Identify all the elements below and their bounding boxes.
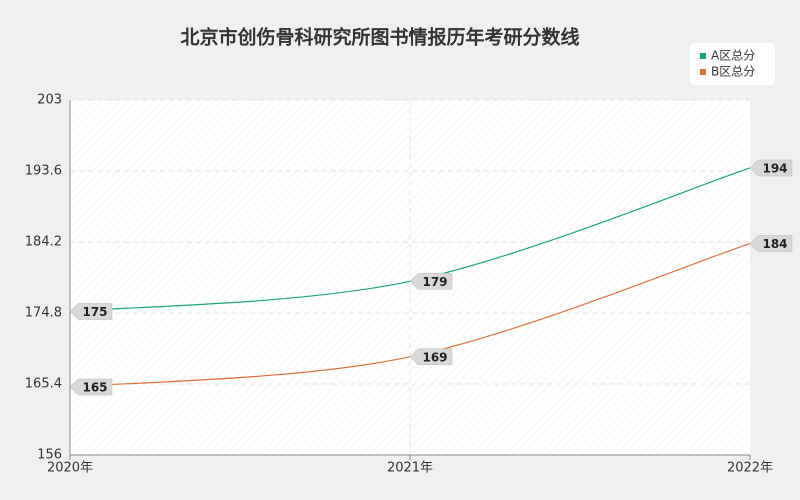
value-label: 179 bbox=[422, 275, 447, 289]
value-label: 165 bbox=[82, 381, 107, 395]
value-label-box bbox=[749, 159, 793, 177]
y-tick-label: 193.6 bbox=[25, 164, 62, 179]
y-tick-label: 203 bbox=[37, 93, 62, 108]
value-label-box bbox=[749, 235, 793, 252]
legend-swatch bbox=[700, 69, 706, 75]
x-tick-label: 2021年 bbox=[387, 461, 433, 476]
value-label: 175 bbox=[82, 305, 107, 319]
legend-swatch bbox=[700, 53, 706, 59]
y-tick-label: 184.2 bbox=[25, 235, 62, 250]
value-label: 169 bbox=[422, 350, 447, 364]
value-label: 194 bbox=[762, 161, 787, 175]
plot-area bbox=[70, 100, 750, 455]
y-tick-label: 174.8 bbox=[25, 306, 62, 321]
y-tick-label: 165.4 bbox=[25, 377, 62, 392]
legend bbox=[690, 43, 775, 85]
value-label: 184 bbox=[762, 237, 787, 251]
legend-label: B区总分 bbox=[711, 65, 755, 79]
legend-label: A区总分 bbox=[711, 49, 755, 63]
value-label-box bbox=[409, 348, 453, 366]
value-label-box bbox=[409, 273, 453, 290]
value-label-box bbox=[69, 303, 113, 320]
value-label-box bbox=[69, 378, 113, 396]
x-tick-label: 2020年 bbox=[47, 461, 93, 476]
x-tick-label: 2022年 bbox=[727, 461, 773, 476]
chart-title: 北京市创伤骨科研究所图书情报历年考研分数线 bbox=[180, 26, 579, 49]
y-tick-label: 156 bbox=[37, 448, 62, 463]
